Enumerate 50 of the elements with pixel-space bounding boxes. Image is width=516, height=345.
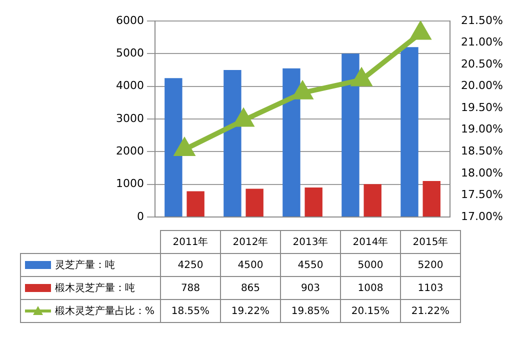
data-label: 5000 xyxy=(340,254,400,276)
y-tick-label: 4000 xyxy=(116,79,144,92)
y2-tick-label: 18.50% xyxy=(461,144,504,158)
y2-tick-label: 17.00% xyxy=(461,210,504,223)
data-label: 5200 xyxy=(400,254,460,276)
y-tick-label: 6000 xyxy=(116,14,144,27)
x-tick-label: 2011年 xyxy=(160,230,220,254)
x-tick-label: 2012年 xyxy=(220,230,280,254)
y-tick-label: 2000 xyxy=(116,144,144,158)
y2-tick-label: 20.50% xyxy=(461,57,504,70)
data-label: 1008 xyxy=(340,276,400,300)
data-label: 20.15% xyxy=(340,300,400,322)
y-tick-label: 1000 xyxy=(116,177,144,190)
y2-tick-label: 21.00% xyxy=(461,36,504,49)
data-label: 19.85% xyxy=(280,300,340,322)
y2-tick-label: 21.50% xyxy=(461,14,504,27)
data-label: 788 xyxy=(160,276,220,300)
data-label: 903 xyxy=(280,276,340,300)
y-tick-label: 0 xyxy=(136,210,144,223)
bar xyxy=(400,47,418,216)
data-label: 21.22% xyxy=(400,300,460,322)
x-tick-label: 2014年 xyxy=(340,230,400,254)
data-label: 4500 xyxy=(220,254,280,276)
bar xyxy=(304,188,322,216)
y2-tick-label: 17.50% xyxy=(461,188,504,202)
legend-label: 椴木灵芝产量占比：% xyxy=(55,306,155,317)
y2-tick-label: 19.50% xyxy=(461,100,504,114)
bar xyxy=(422,180,440,216)
y-tick-label: 3000 xyxy=(116,112,144,125)
data-label: 18.55% xyxy=(160,300,220,322)
bar xyxy=(164,78,182,216)
bar xyxy=(224,70,242,216)
legend-label: 灵芝产量：吨 xyxy=(55,260,115,271)
y2-tick-label: 20.00% xyxy=(461,79,504,92)
data-label: 4550 xyxy=(280,254,340,276)
y2-tick-label: 19.00% xyxy=(461,122,504,136)
data-label: 4250 xyxy=(160,254,220,276)
y2-tick-label: 18.00% xyxy=(461,166,504,180)
bar xyxy=(246,188,264,216)
bar xyxy=(342,54,360,216)
data-label: 865 xyxy=(220,276,280,300)
y-tick-label: 5000 xyxy=(116,46,144,60)
data-label: 1103 xyxy=(400,276,460,300)
bar xyxy=(186,191,204,216)
bar xyxy=(364,184,382,216)
x-tick-label: 2015年 xyxy=(400,230,460,254)
x-tick-label: 2013年 xyxy=(280,230,340,254)
bar xyxy=(282,68,300,216)
data-label: 19.22% xyxy=(220,300,280,322)
legend-label: 椴木灵芝产量：吨 xyxy=(55,283,135,294)
